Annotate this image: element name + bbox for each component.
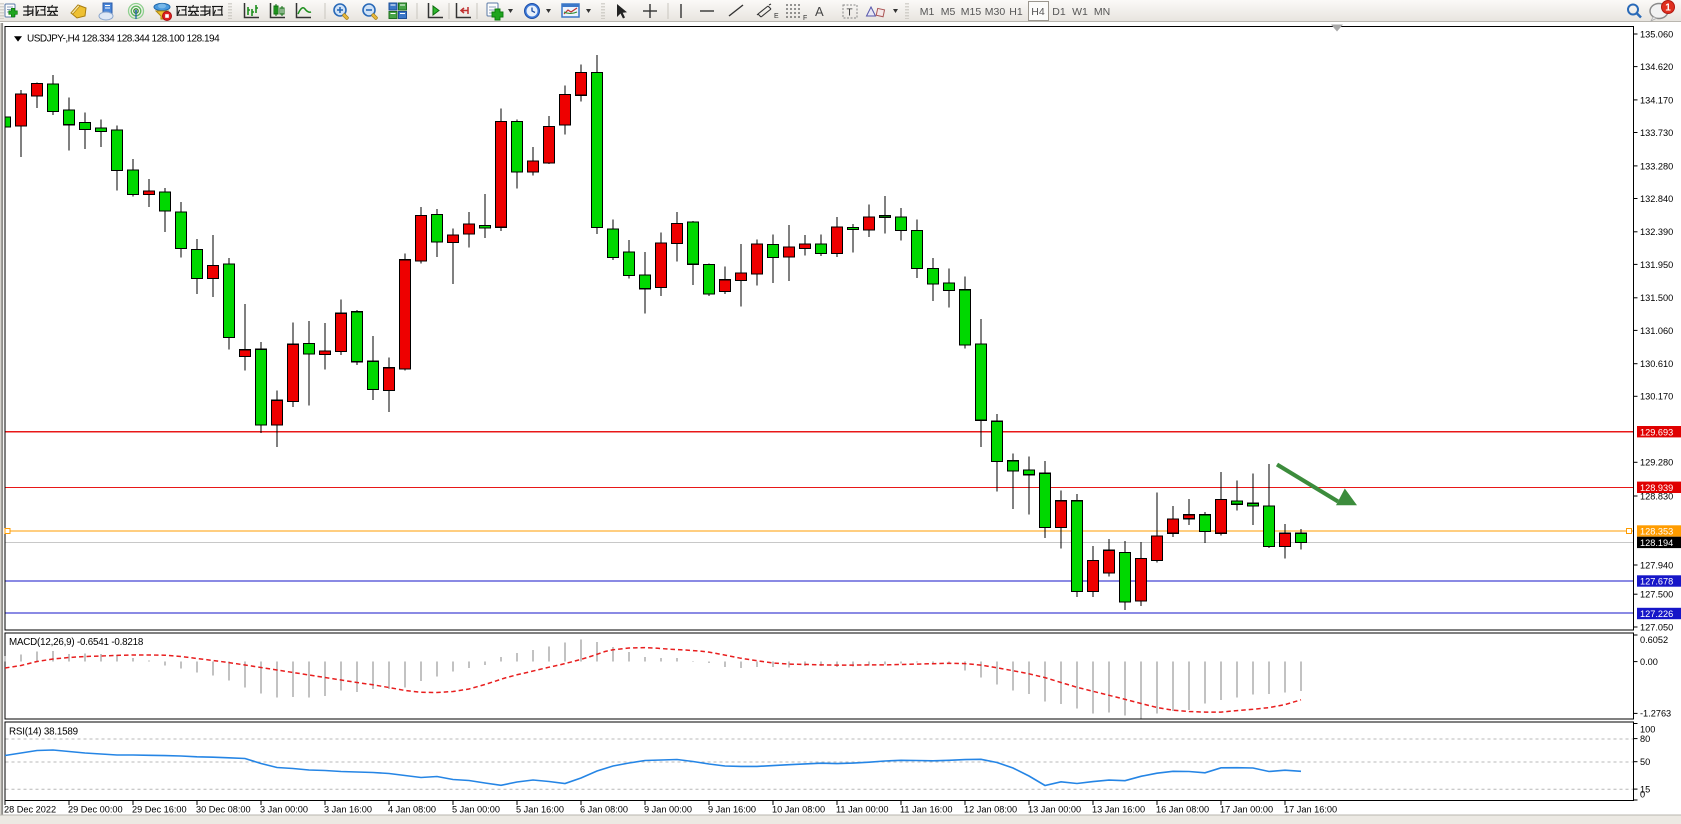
svg-text:17 Jan 00:00: 17 Jan 00:00 <box>1220 805 1273 815</box>
svg-text:134.620: 134.620 <box>1640 62 1673 72</box>
svg-text:50: 50 <box>1640 757 1650 767</box>
svg-text:H4: H4 <box>1031 6 1045 18</box>
svg-text:13 Jan 00:00: 13 Jan 00:00 <box>1028 805 1081 815</box>
svg-text:11 Jan 16:00: 11 Jan 16:00 <box>900 805 952 815</box>
svg-text:127.226: 127.226 <box>1640 609 1673 619</box>
svg-text:133.280: 133.280 <box>1640 161 1673 171</box>
svg-text:3 Jan 00:00: 3 Jan 00:00 <box>260 805 308 815</box>
svg-text:T: T <box>847 8 853 19</box>
svg-text:A: A <box>815 4 824 19</box>
svg-text:11 Jan 00:00: 11 Jan 00:00 <box>836 805 888 815</box>
svg-text:9 Jan 16:00: 9 Jan 16:00 <box>708 805 756 815</box>
svg-text:MN: MN <box>1094 6 1110 18</box>
svg-text:USDJPY-,H4 128.334 128.344 12: USDJPY-,H4 128.334 128.344 128.100 128.1… <box>27 34 220 45</box>
svg-text:135.060: 135.060 <box>1640 29 1673 39</box>
svg-text:134.170: 134.170 <box>1640 95 1673 105</box>
svg-text:100: 100 <box>1640 725 1655 735</box>
svg-text:M1: M1 <box>920 6 935 18</box>
svg-text:12 Jan 08:00: 12 Jan 08:00 <box>964 805 1017 815</box>
svg-text:128.353: 128.353 <box>1640 527 1673 537</box>
svg-text:0.6052: 0.6052 <box>1640 635 1668 645</box>
svg-text:132.840: 132.840 <box>1640 194 1673 204</box>
svg-text:128.194: 128.194 <box>1640 538 1673 548</box>
svg-text:28 Dec 2022: 28 Dec 2022 <box>4 805 56 815</box>
svg-text:F: F <box>803 15 807 22</box>
svg-text:130.170: 130.170 <box>1640 392 1673 402</box>
svg-text:MACD(12,26,9) -0.6541 -0.8218: MACD(12,26,9) -0.6541 -0.8218 <box>9 637 144 648</box>
svg-text:5 Jan 16:00: 5 Jan 16:00 <box>516 805 564 815</box>
svg-text:W1: W1 <box>1072 6 1088 18</box>
svg-text:132.390: 132.390 <box>1640 227 1673 237</box>
svg-text:5 Jan 00:00: 5 Jan 00:00 <box>452 805 500 815</box>
svg-text:M30: M30 <box>985 6 1006 18</box>
svg-text:E: E <box>774 13 779 20</box>
svg-text:131.500: 131.500 <box>1640 293 1673 303</box>
svg-text:D1: D1 <box>1052 6 1066 18</box>
svg-text:H1: H1 <box>1009 6 1023 18</box>
svg-text:129.280: 129.280 <box>1640 458 1673 468</box>
svg-text:4 Jan 08:00: 4 Jan 08:00 <box>388 805 436 815</box>
svg-text:0.00: 0.00 <box>1640 657 1658 667</box>
svg-text:29 Dec 16:00: 29 Dec 16:00 <box>132 805 187 815</box>
svg-text:133.730: 133.730 <box>1640 128 1673 138</box>
svg-text:127.050: 127.050 <box>1640 622 1673 632</box>
svg-text:6 Jan 08:00: 6 Jan 08:00 <box>580 805 628 815</box>
svg-text:M15: M15 <box>961 6 982 18</box>
svg-text:128.939: 128.939 <box>1640 483 1673 493</box>
svg-text:127.678: 127.678 <box>1640 577 1673 587</box>
svg-text:80: 80 <box>1640 734 1650 744</box>
svg-text:10 Jan 08:00: 10 Jan 08:00 <box>772 805 825 815</box>
svg-text:-1.2763: -1.2763 <box>1640 709 1671 719</box>
svg-text:128.830: 128.830 <box>1640 491 1673 501</box>
svg-text:0: 0 <box>1640 789 1645 799</box>
svg-text:RSI(14) 38.1589: RSI(14) 38.1589 <box>9 727 78 738</box>
svg-text:127.500: 127.500 <box>1640 590 1673 600</box>
svg-text:17 Jan 16:00: 17 Jan 16:00 <box>1284 805 1337 815</box>
svg-text:13 Jan 16:00: 13 Jan 16:00 <box>1092 805 1145 815</box>
svg-text:130.610: 130.610 <box>1640 359 1673 369</box>
svg-text:15: 15 <box>1640 785 1650 795</box>
svg-text:129.693: 129.693 <box>1640 427 1673 437</box>
svg-text:131.060: 131.060 <box>1640 326 1673 336</box>
svg-text:131.950: 131.950 <box>1640 260 1673 270</box>
svg-text:M5: M5 <box>941 6 956 18</box>
svg-text:16 Jan 08:00: 16 Jan 08:00 <box>1156 805 1209 815</box>
svg-text:3 Jan 16:00: 3 Jan 16:00 <box>324 805 372 815</box>
svg-text:127.940: 127.940 <box>1640 560 1673 570</box>
svg-text:1: 1 <box>1665 3 1671 14</box>
svg-text:29 Dec 00:00: 29 Dec 00:00 <box>68 805 123 815</box>
svg-text:9 Jan 00:00: 9 Jan 00:00 <box>644 805 692 815</box>
svg-text:30 Dec 08:00: 30 Dec 08:00 <box>196 805 251 815</box>
